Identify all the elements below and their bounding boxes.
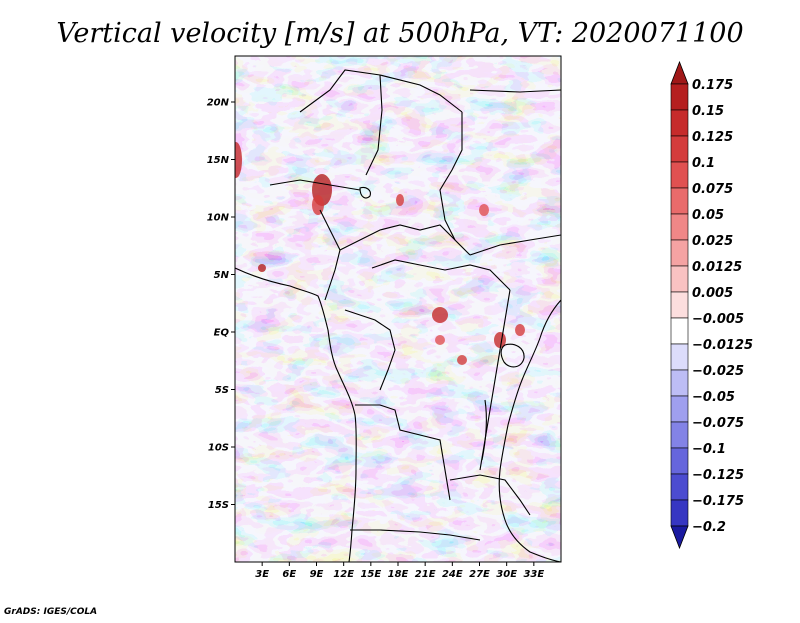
figure-title: Vertical velocity [m/s] at 500hPa, VT: 2… bbox=[56, 18, 743, 49]
border-cameroon bbox=[319, 209, 341, 301]
colorbar-label: −0.0125 bbox=[692, 338, 753, 353]
convective-cell bbox=[515, 324, 525, 336]
west-africa-coast bbox=[235, 267, 357, 562]
colorbar-swatch bbox=[670, 265, 689, 293]
colorbar-label: −0.05 bbox=[692, 390, 735, 405]
lat-tick-label: 20N bbox=[207, 98, 230, 109]
convective-cell bbox=[494, 332, 506, 348]
colorbar-label: −0.075 bbox=[692, 416, 744, 431]
lat-tick-label: 10N bbox=[207, 213, 230, 224]
convective-cell bbox=[235, 142, 242, 178]
colorbar-label: 0.025 bbox=[692, 234, 733, 249]
colorbar-swatch bbox=[670, 343, 689, 371]
colorbar-swatch bbox=[670, 317, 689, 345]
grads-credit: GrADS: IGES/COLA bbox=[4, 607, 97, 617]
border-zambia bbox=[449, 474, 531, 516]
convective-cell bbox=[312, 195, 324, 215]
convective-cell bbox=[432, 307, 448, 323]
lon-tick-label: 33E bbox=[523, 569, 544, 580]
colorbar-swatch bbox=[670, 499, 689, 527]
map-panel: 20N 15N 10N 5N EQ 5S 10S 15S 3E 6E 9E 12E 15E 18E 21E… bbox=[207, 55, 562, 580]
colorbar-label: 0.075 bbox=[692, 182, 733, 197]
lat-tick-label: 15S bbox=[208, 500, 229, 511]
lake-victoria bbox=[500, 343, 525, 368]
convective-cell bbox=[396, 194, 404, 206]
lat-tick-label: 5S bbox=[215, 385, 229, 396]
convective-cell bbox=[435, 335, 445, 345]
colorbar-bottom-arrow bbox=[670, 525, 689, 550]
lon-tick-label: 21E bbox=[415, 569, 436, 580]
border-chad-libya bbox=[365, 74, 383, 176]
lake-tanganyika bbox=[481, 399, 487, 461]
lake-chad bbox=[359, 186, 371, 199]
lon-tick-label: 9E bbox=[310, 569, 324, 580]
colorbar-label: −0.175 bbox=[692, 494, 744, 509]
colorbar-swatch bbox=[670, 239, 689, 267]
colorbar-label: 0.005 bbox=[692, 286, 733, 301]
border-namibia bbox=[350, 529, 481, 541]
colorbar-label: 0.0125 bbox=[692, 260, 742, 275]
colorbar-top-arrow bbox=[670, 60, 689, 85]
convective-cell bbox=[457, 355, 467, 365]
border-congo bbox=[344, 309, 396, 391]
colorbar-swatch bbox=[670, 187, 689, 215]
colorbar-swatch bbox=[670, 83, 689, 111]
border-sudan-east bbox=[469, 89, 561, 93]
lon-tick-label: 12E bbox=[333, 569, 354, 580]
colorbar-label: 0.125 bbox=[692, 130, 733, 145]
colorbar-swatch bbox=[670, 135, 689, 163]
lat-tick-label: EQ bbox=[214, 328, 230, 339]
convective-cell bbox=[479, 204, 489, 216]
convective-cells bbox=[235, 142, 525, 365]
coastlines-borders bbox=[235, 69, 561, 562]
lon-tick-label: 3E bbox=[255, 569, 269, 580]
colorbar: 0.175 0.15 0.125 0.1 0.075 0.05 0.025 0.0125 0.0… bbox=[670, 60, 753, 550]
lon-tick-label: 6E bbox=[282, 569, 296, 580]
border-ethiopia bbox=[469, 234, 561, 256]
lon-tick-label: 27E bbox=[469, 569, 490, 580]
lat-tick-label: 5N bbox=[214, 270, 230, 281]
colorbar-label: 0.15 bbox=[692, 104, 724, 119]
border-car-south bbox=[371, 259, 511, 291]
lon-tick-label: 18E bbox=[388, 569, 409, 580]
colorbar-label: −0.125 bbox=[692, 468, 744, 483]
border-angola bbox=[355, 404, 451, 501]
colorbar-swatch bbox=[670, 395, 689, 423]
colorbar-label: 0.1 bbox=[692, 156, 715, 171]
colorbar-swatch bbox=[670, 161, 689, 189]
colorbar-label: 0.05 bbox=[692, 208, 724, 223]
colorbar-swatch bbox=[670, 213, 689, 241]
colorbar-swatch bbox=[670, 473, 689, 501]
colorbar-swatch bbox=[670, 369, 689, 397]
colorbar-swatch bbox=[670, 291, 689, 319]
lon-tick-label: 30E bbox=[496, 569, 517, 580]
colorbar-label: −0.025 bbox=[692, 364, 744, 379]
convective-cell bbox=[258, 264, 266, 272]
lon-tick-label: 24E bbox=[442, 569, 463, 580]
colorbar-swatch bbox=[670, 109, 689, 137]
latitude-axis: 20N 15N 10N 5N EQ 5S 10S 15S bbox=[207, 98, 235, 511]
colorbar-label: 0.175 bbox=[692, 78, 733, 93]
east-africa-coast bbox=[498, 299, 561, 562]
lat-tick-label: 10S bbox=[208, 443, 229, 454]
colorbar-swatch bbox=[670, 447, 689, 475]
border-car bbox=[339, 224, 456, 251]
longitude-axis: 3E 6E 9E 12E 15E 18E 21E 24E 27E 30E 33E bbox=[255, 562, 544, 580]
lon-tick-label: 15E bbox=[360, 569, 381, 580]
colorbar-label: −0.2 bbox=[692, 520, 726, 535]
colorbar-label: −0.005 bbox=[692, 312, 744, 327]
colorbar-swatch bbox=[670, 421, 689, 449]
border-niger-nigeria bbox=[269, 179, 361, 191]
lat-tick-label: 15N bbox=[207, 155, 230, 166]
colorbar-label: −0.1 bbox=[692, 442, 726, 457]
vertical-velocity-field bbox=[235, 56, 561, 562]
